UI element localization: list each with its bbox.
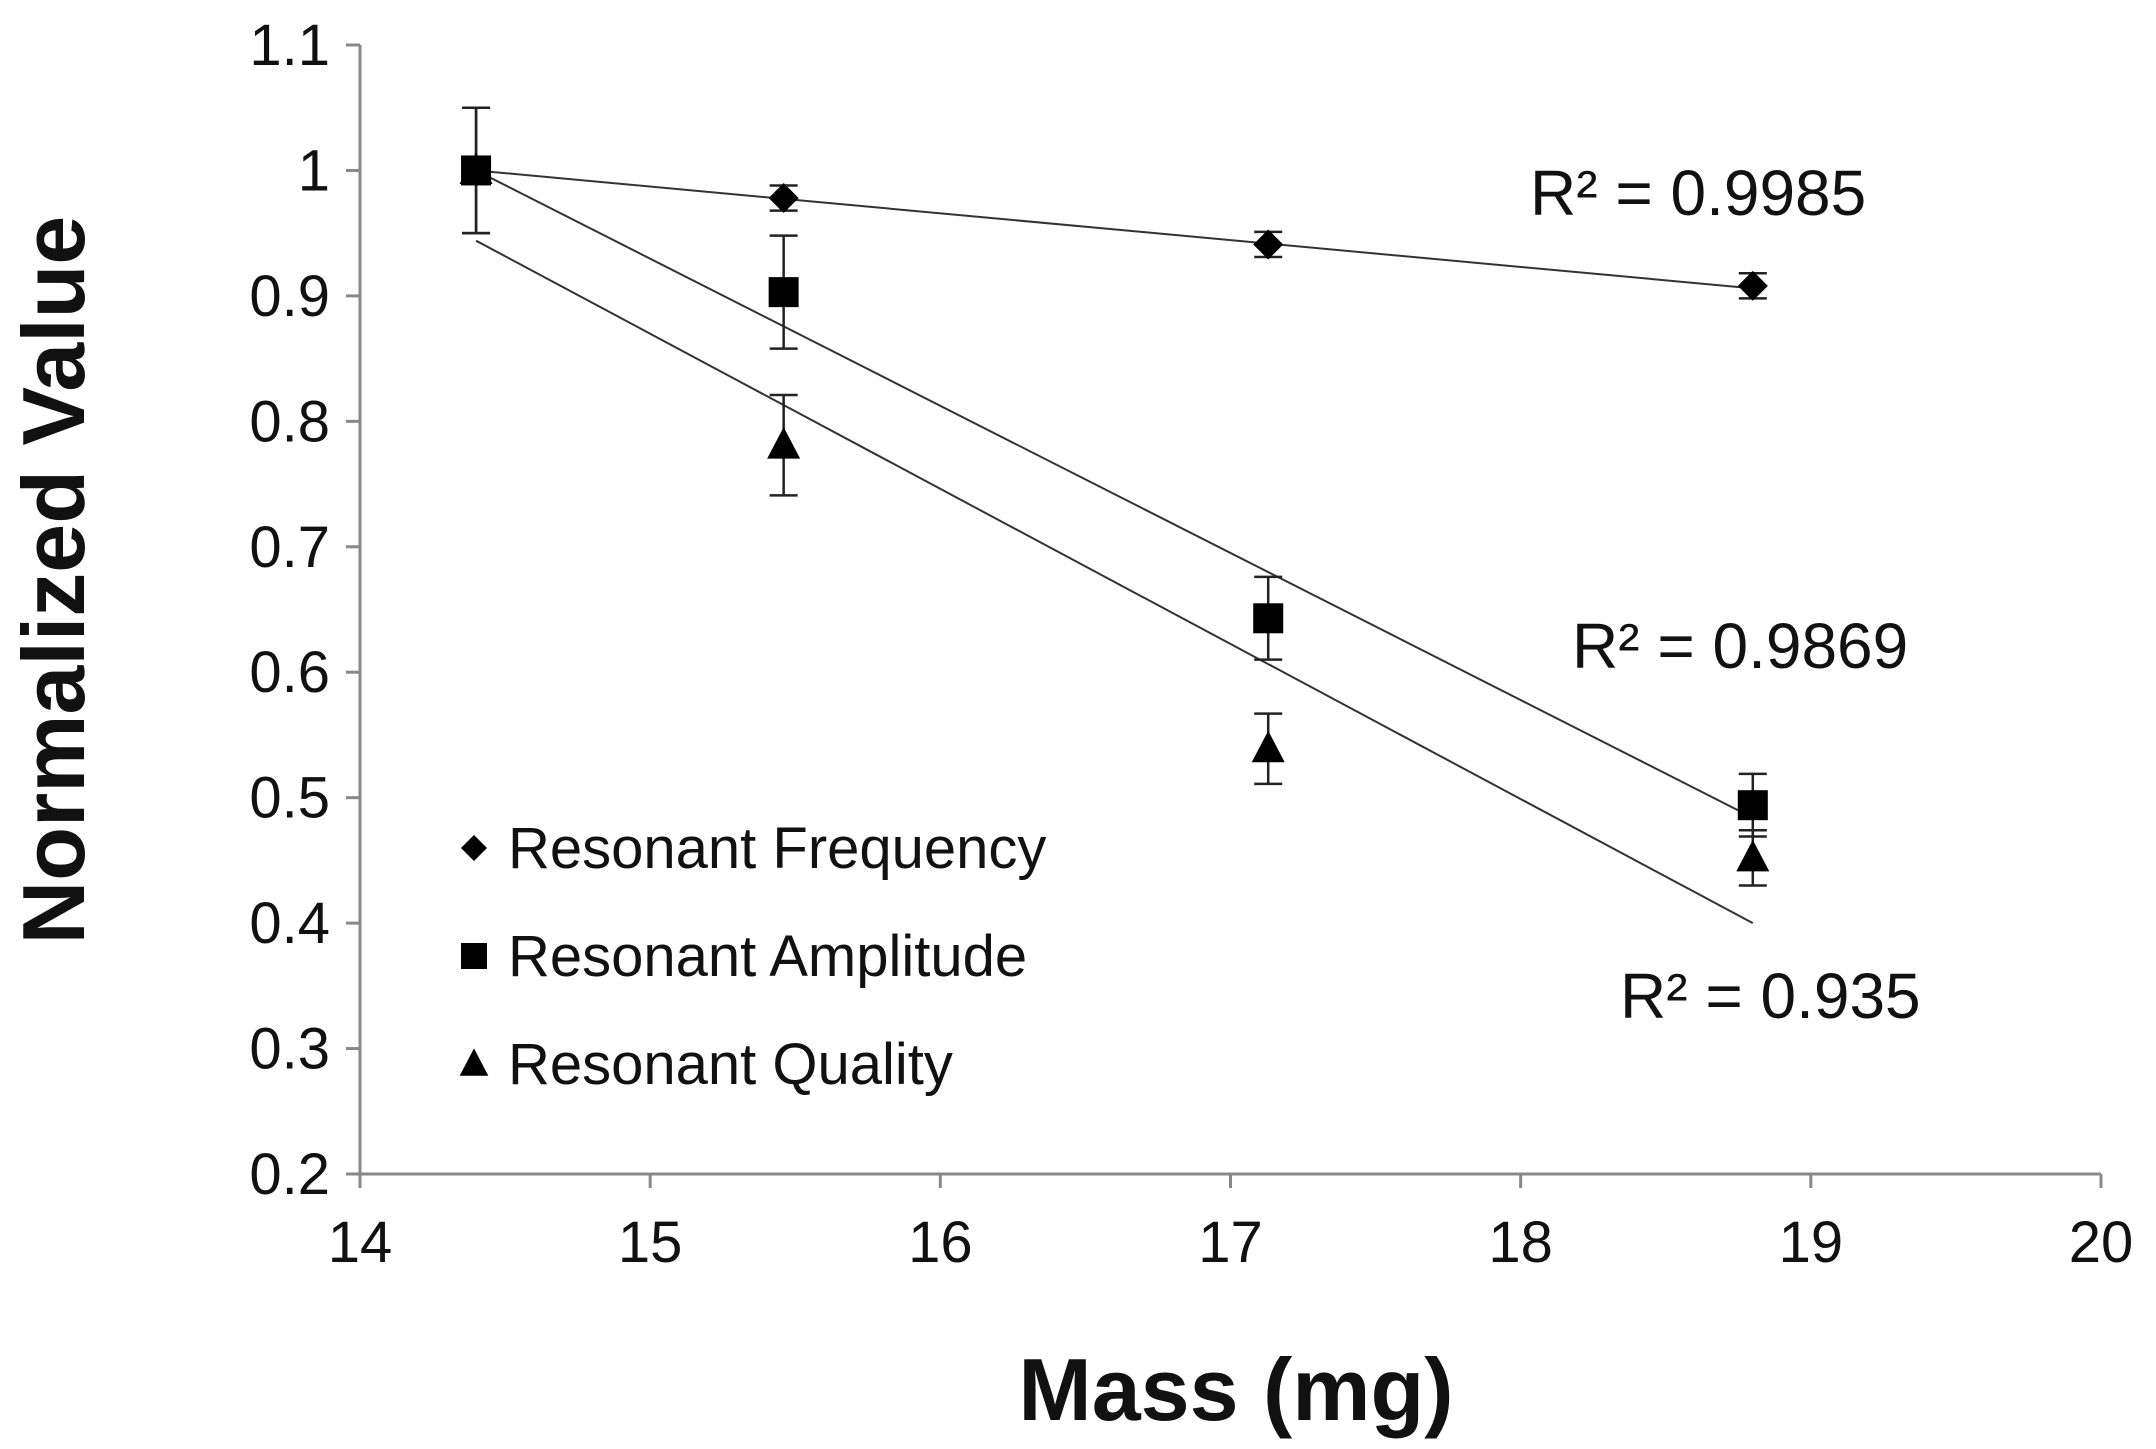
point-resonant-quality [1736, 839, 1770, 872]
trendline-resonant-quality [475, 239, 1754, 924]
x-tick-label: 16 [908, 1210, 973, 1275]
point-resonant-quality [1251, 730, 1285, 763]
x-tick-label: 14 [328, 1210, 393, 1275]
axes: 14 15 16 17 18 19 20 0.2 0.3 0.4 0.5 0.6 0.7 0.8 0.9 1 1… [249, 13, 2133, 1275]
y-tick-label: 1.1 [249, 13, 330, 78]
x-tick-label: 19 [1779, 1210, 1844, 1275]
x-tick-label: 20 [2069, 1210, 2134, 1275]
point-resonant-amplitude [1737, 790, 1768, 821]
point-resonant-frequency [1737, 270, 1768, 301]
y-tick-label: 0.3 [249, 1017, 330, 1082]
x-tick-label: 17 [1198, 1210, 1263, 1275]
legend-marker-resonant-amplitude [461, 943, 487, 969]
x-axis-title: Mass (mg) [1018, 1340, 1453, 1439]
y-tick-label: 0.2 [249, 1142, 330, 1207]
point-resonant-amplitude [768, 277, 799, 308]
r2-label-resonant-amplitude: R² = 0.9869 [1572, 610, 1908, 682]
x-tick-label: 18 [1488, 1210, 1553, 1275]
r2-label-resonant-frequency: R² = 0.9985 [1530, 157, 1866, 229]
x-tick-label: 15 [618, 1210, 683, 1275]
point-resonant-frequency [1253, 229, 1284, 260]
legend: Resonant Frequency Resonant Amplitude Reso… [459, 816, 1046, 1097]
point-resonant-frequency [768, 183, 799, 214]
point-resonant-quality [767, 427, 801, 459]
y-tick-label: 0.5 [249, 766, 330, 831]
y-tick-label: 0.6 [249, 640, 330, 705]
y-tick-label: 1 [298, 138, 330, 203]
trendlines [475, 169, 1754, 924]
r2-labels: R² = 0.9985 R² = 0.9869 R² = 0.935 [1530, 157, 1921, 1032]
trendline-resonant-frequency [475, 169, 1753, 290]
y-tick-label: 0.7 [249, 515, 330, 580]
legend-label-resonant-amplitude: Resonant Amplitude [508, 924, 1027, 989]
trendline-resonant-amplitude [475, 169, 1754, 819]
y-tick-label: 0.4 [249, 891, 330, 956]
legend-label-resonant-frequency: Resonant Frequency [508, 816, 1046, 881]
data-markers [459, 152, 1770, 872]
legend-label-resonant-quality: Resonant Quality [508, 1032, 953, 1097]
legend-marker-resonant-quality [459, 1048, 489, 1076]
point-resonant-amplitude [1253, 603, 1284, 634]
y-tick-label: 0.8 [249, 389, 330, 454]
legend-marker-resonant-frequency [461, 835, 487, 861]
y-axis-title: Normalized Value [4, 216, 103, 945]
point-resonant-quality [459, 152, 493, 184]
y-tick-label: 0.9 [249, 264, 330, 329]
r2-label-resonant-quality: R² = 0.935 [1620, 960, 1921, 1032]
